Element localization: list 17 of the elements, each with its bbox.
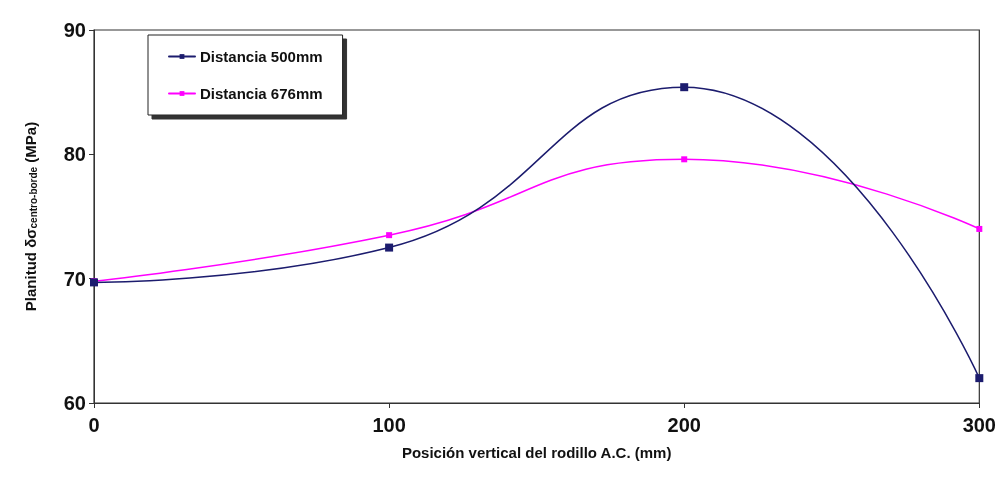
x-tick-label: 100 <box>372 414 406 436</box>
y-tick-label: 90 <box>63 19 86 41</box>
point <box>680 83 689 92</box>
x-tick-label: 0 <box>88 414 100 436</box>
y-tick-label: 70 <box>63 267 86 290</box>
point <box>385 243 394 252</box>
point <box>975 374 984 383</box>
y-tick-label: 60 <box>63 392 86 414</box>
x-tick-label: 200 <box>667 414 701 436</box>
legend-label: Distancia 676mm <box>200 85 323 102</box>
legend-label: Distancia 500mm <box>200 48 323 65</box>
point <box>976 225 983 232</box>
x-axis-title: Posición vertical del rodillo A.C. (mm) <box>401 444 672 461</box>
y-tick-label: 80 <box>63 143 86 166</box>
point <box>386 232 393 239</box>
x-tick-label: 300 <box>962 414 996 436</box>
point <box>681 156 688 163</box>
